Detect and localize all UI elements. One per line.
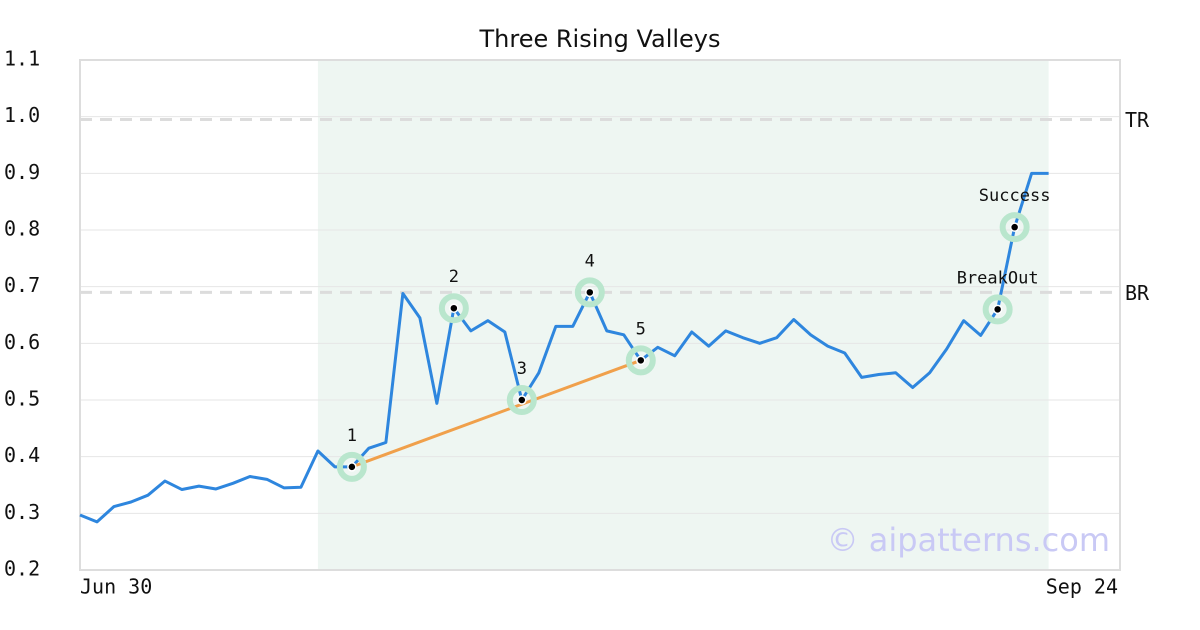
y-tick-label: 1.0 xyxy=(4,103,40,127)
x-tick-label: Sep 24 xyxy=(1046,575,1118,599)
point-dot xyxy=(992,304,1003,315)
point-dot xyxy=(449,303,459,313)
y-tick-label: 1.1 xyxy=(4,47,40,71)
point-halo xyxy=(574,277,605,308)
point-dot xyxy=(517,395,527,405)
point-dot xyxy=(636,355,646,366)
point-halo xyxy=(336,451,367,482)
y-tick-label: 0.2 xyxy=(4,557,40,581)
point-halo xyxy=(625,345,656,376)
y-tick-label: 0.8 xyxy=(4,217,40,241)
point-label: BreakOut xyxy=(957,268,1039,288)
point-halo xyxy=(438,293,469,324)
chart-title: Three Rising Valleys xyxy=(478,25,720,53)
point-label: Success xyxy=(979,186,1051,206)
level-label: TR xyxy=(1125,108,1150,132)
point-dot xyxy=(585,287,595,298)
point-label: 4 xyxy=(585,251,595,271)
trendline xyxy=(351,358,642,469)
y-tick-label: 0.7 xyxy=(4,273,40,297)
point-dot xyxy=(1009,222,1020,232)
point-dot xyxy=(347,462,357,472)
point-halo xyxy=(982,294,1013,325)
watermark: © aipatterns.com xyxy=(827,521,1110,559)
point-label: 5 xyxy=(636,319,646,339)
highlight-region xyxy=(317,60,1049,570)
level-label: BR xyxy=(1125,281,1150,305)
point-label: 3 xyxy=(517,359,527,379)
y-tick-label: 0.9 xyxy=(4,160,40,184)
y-tick-label: 0.4 xyxy=(4,443,40,467)
point-halo xyxy=(999,212,1030,243)
y-tick-label: 0.3 xyxy=(4,500,40,524)
y-tick-label: 0.6 xyxy=(4,330,40,354)
y-tick-label: 0.5 xyxy=(4,387,40,411)
plot-frame xyxy=(79,59,1121,571)
data-line xyxy=(79,171,1049,524)
point-label: 2 xyxy=(449,267,459,287)
point-halo xyxy=(506,385,537,415)
point-label: 1 xyxy=(347,426,357,446)
x-tick-label: Jun 30 xyxy=(80,575,152,599)
